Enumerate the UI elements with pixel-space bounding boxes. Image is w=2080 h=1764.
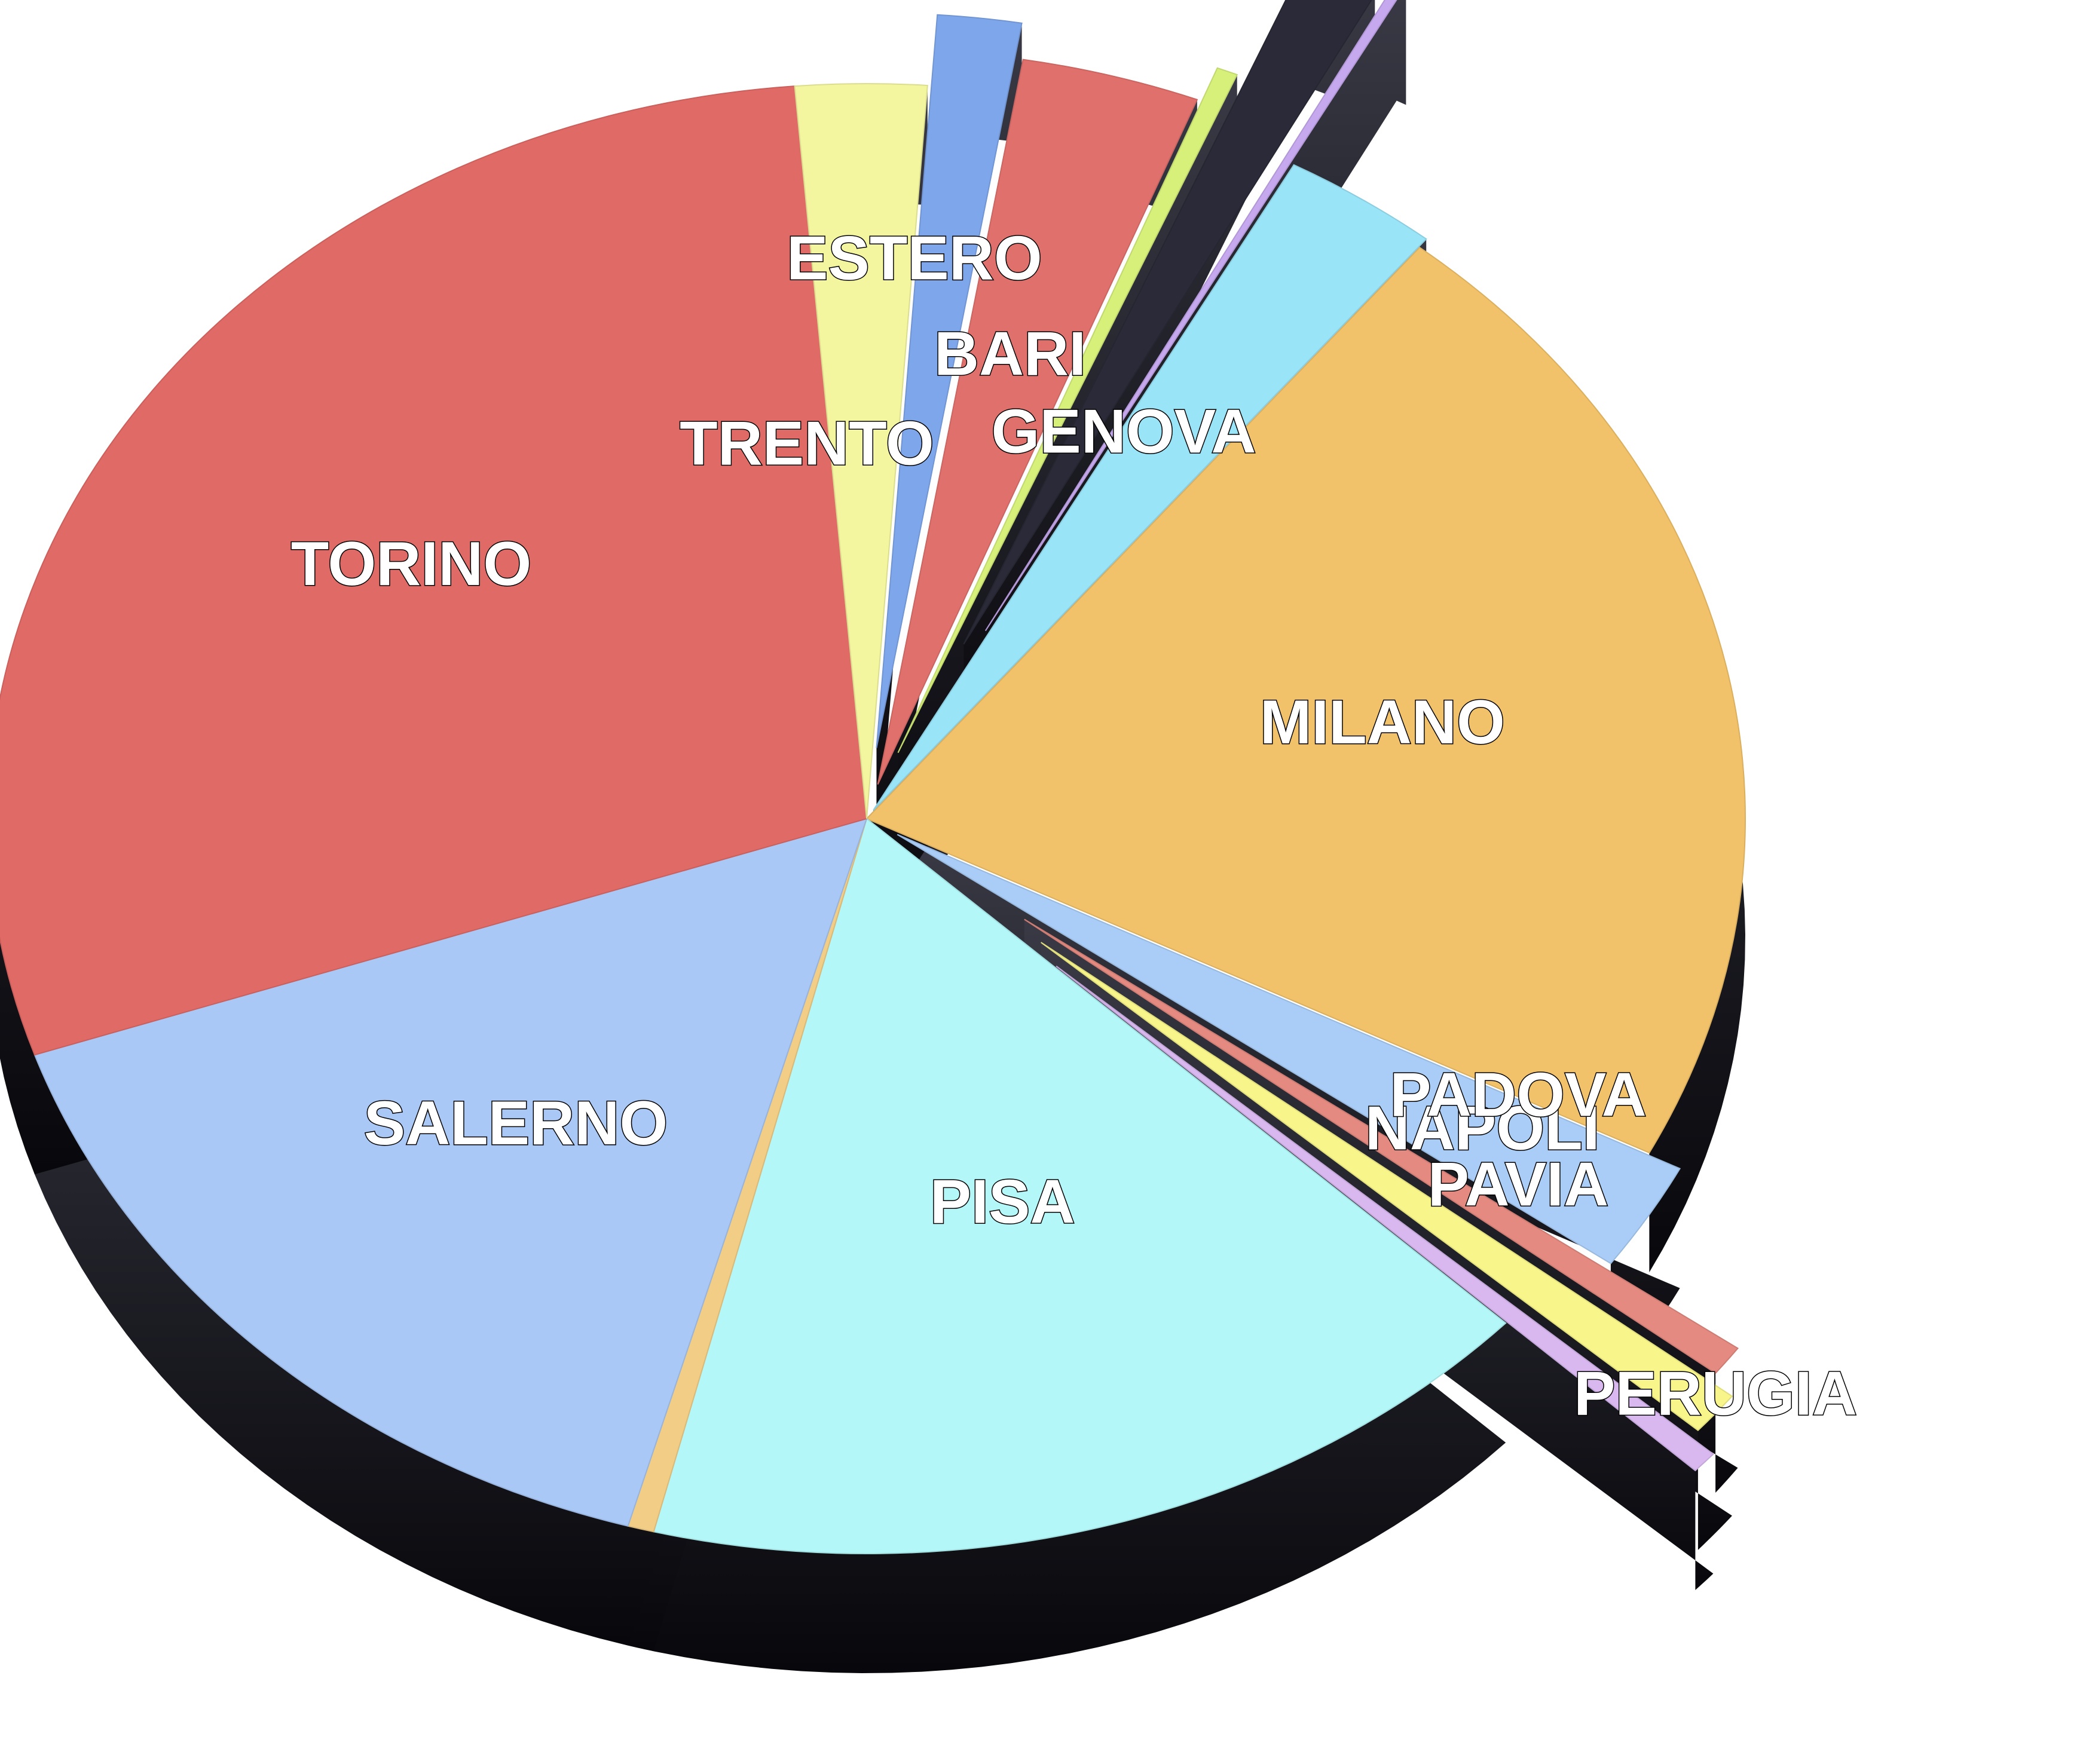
pie-slice-pavia <box>1041 942 1733 1431</box>
slice-label-perugia: PERUGIA <box>1574 1359 1857 1428</box>
slice-label-padova: PADOVA <box>1390 1060 1647 1129</box>
slice-label-pisa: PISA <box>930 1168 1075 1237</box>
pie-slice <box>984 0 1397 632</box>
pie-slices <box>0 0 1746 1554</box>
pie-slice-depth <box>963 0 1375 764</box>
slice-label-pavia: PAVIA <box>1428 1150 1608 1219</box>
slice-label-trento: TRENTO <box>680 409 934 478</box>
slice-label-estero: ESTERO <box>787 223 1042 293</box>
slice-label-napoli: NAPOLI <box>1365 1094 1600 1163</box>
pie-slice-perugia <box>1056 965 1714 1472</box>
pie-slice-bari <box>877 59 1198 785</box>
pie-slice-torino <box>0 85 868 1056</box>
pie-slice-trento <box>794 83 928 819</box>
slice-label-salerno: SALERNO <box>364 1089 668 1158</box>
pie-slice <box>897 67 1238 754</box>
pie-slice <box>873 164 1427 811</box>
pie-slice-milano <box>865 246 1746 1154</box>
pie-slice-estero <box>876 14 1023 749</box>
pie-slice-pisa <box>653 817 1507 1554</box>
pie-slice-salerno <box>33 817 868 1527</box>
pie-slice-padova <box>1024 918 1739 1374</box>
slice-label-torino: TORINO <box>291 529 532 599</box>
pie-slice-napoli <box>897 834 1681 1264</box>
slice-label-bari: BARI <box>934 319 1086 388</box>
slice-label-genova: GENOVA <box>991 397 1256 466</box>
slice-label-milano: MILANO <box>1260 688 1505 757</box>
pie-slice-genova <box>963 0 1372 645</box>
